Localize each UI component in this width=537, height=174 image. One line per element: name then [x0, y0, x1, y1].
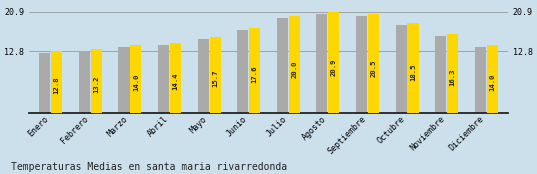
Bar [119, 47, 129, 113]
Text: 18.5: 18.5 [410, 64, 416, 81]
Text: 15.7: 15.7 [212, 70, 218, 88]
Bar [51, 51, 62, 113]
Bar [91, 49, 102, 113]
Text: Temperaturas Medias en santa maria rivarredonda: Temperaturas Medias en santa maria rivar… [11, 162, 287, 172]
Text: 14.4: 14.4 [172, 73, 178, 90]
Bar [396, 25, 407, 113]
Bar [249, 28, 260, 113]
Text: 14.0: 14.0 [489, 74, 495, 91]
Text: 14.0: 14.0 [133, 74, 139, 91]
Bar [356, 16, 367, 113]
Bar [39, 53, 50, 113]
Bar [316, 14, 328, 113]
Text: 17.6: 17.6 [252, 66, 258, 83]
Bar [447, 34, 458, 113]
Bar [79, 51, 90, 113]
Bar [475, 47, 486, 113]
Bar [130, 45, 141, 113]
Text: 20.5: 20.5 [371, 60, 376, 77]
Bar [198, 39, 209, 113]
Bar [158, 45, 169, 113]
Bar [237, 30, 248, 113]
Text: 12.8: 12.8 [54, 76, 60, 94]
Bar [209, 37, 221, 113]
Bar [368, 14, 379, 113]
Bar [435, 36, 446, 113]
Bar [289, 16, 300, 113]
Text: 20.0: 20.0 [291, 61, 297, 78]
Text: 16.3: 16.3 [449, 69, 455, 86]
Bar [277, 18, 288, 113]
Bar [408, 23, 418, 113]
Bar [170, 43, 181, 113]
Text: 20.9: 20.9 [331, 59, 337, 76]
Text: 13.2: 13.2 [93, 75, 99, 93]
Bar [328, 12, 339, 113]
Bar [487, 45, 498, 113]
